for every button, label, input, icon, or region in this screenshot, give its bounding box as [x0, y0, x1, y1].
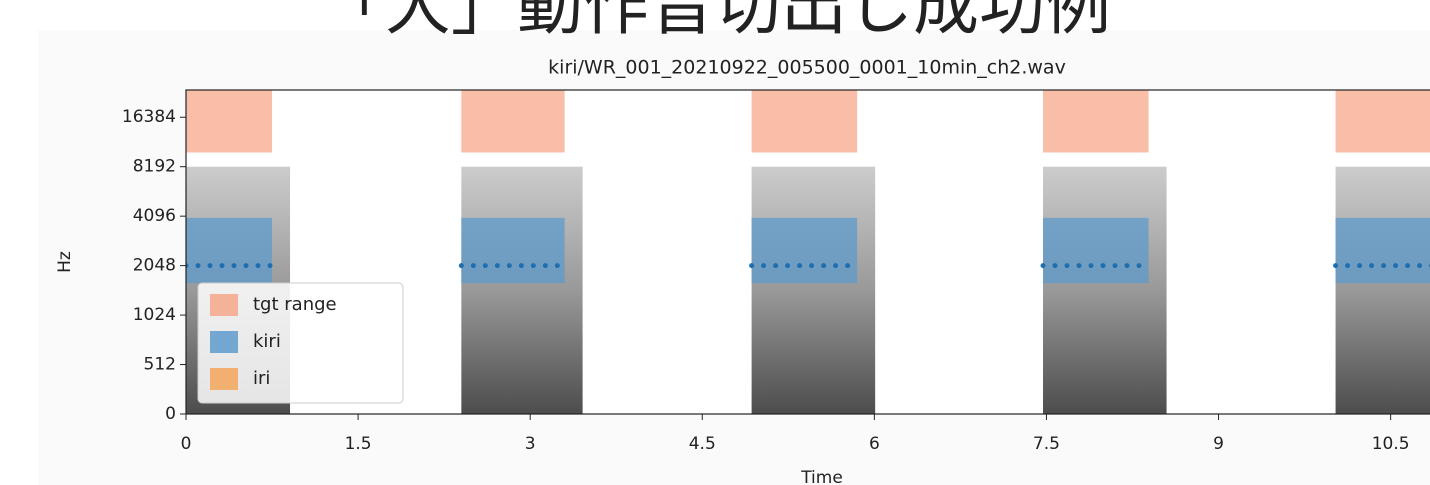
- range-box: [1336, 218, 1430, 283]
- y-tick-label: 1024: [133, 305, 176, 325]
- y-tick-label: 0: [165, 404, 176, 424]
- y-axis-label: Hz: [55, 251, 75, 273]
- legend-label: kiri: [253, 331, 281, 352]
- legend: tgt range kiri iri: [198, 283, 403, 403]
- range-box: [186, 218, 272, 283]
- range-box: [186, 90, 272, 152]
- chart-title: kiri/WR_001_20210922_005500_0001_10min_c…: [548, 57, 1066, 79]
- spectrogram-band: [461, 167, 582, 414]
- range-box: [752, 90, 858, 152]
- y-tick-label: 16384: [122, 107, 176, 127]
- slide: 「大」動作音切出し成功例 kiri/WR_001_20210922_005500…: [0, 0, 1430, 485]
- range-box: [752, 218, 858, 283]
- y-tick-label: 4096: [133, 206, 176, 226]
- x-tick-label: 7.5: [1033, 434, 1060, 454]
- spectrogram-band: [1043, 167, 1167, 414]
- x-axis-label: Time: [800, 468, 843, 485]
- legend-swatch: [210, 368, 238, 390]
- range-box: [461, 90, 564, 152]
- y-tick-label: 2048: [133, 256, 176, 276]
- y-tick-label: 512: [144, 355, 176, 375]
- x-tick-label: 1.5: [345, 434, 372, 454]
- spectrogram-band: [1336, 167, 1430, 414]
- range-box: [461, 218, 564, 283]
- range-box: [1043, 218, 1149, 283]
- x-tick-label: 10.5: [1372, 434, 1410, 454]
- page: 「大」動作音切出し成功例 kiri/WR_001_20210922_005500…: [0, 0, 1430, 485]
- legend-swatch: [210, 331, 238, 353]
- x-tick-label: 3: [525, 434, 536, 454]
- x-tick-label: 0: [181, 434, 192, 454]
- legend-swatch: [210, 294, 238, 316]
- legend-label: tgt range: [253, 294, 337, 315]
- legend-label: iri: [253, 368, 270, 389]
- x-tick-label: 9: [1213, 434, 1224, 454]
- range-box: [1336, 90, 1430, 152]
- x-tick-label: 4.5: [689, 434, 716, 454]
- range-box: [1043, 90, 1149, 152]
- x-tick-label: 6: [869, 434, 880, 454]
- spectrogram-band: [752, 167, 876, 414]
- slide-title: 「大」動作音切出し成功例: [319, 0, 1111, 44]
- y-tick-label: 8192: [133, 157, 176, 177]
